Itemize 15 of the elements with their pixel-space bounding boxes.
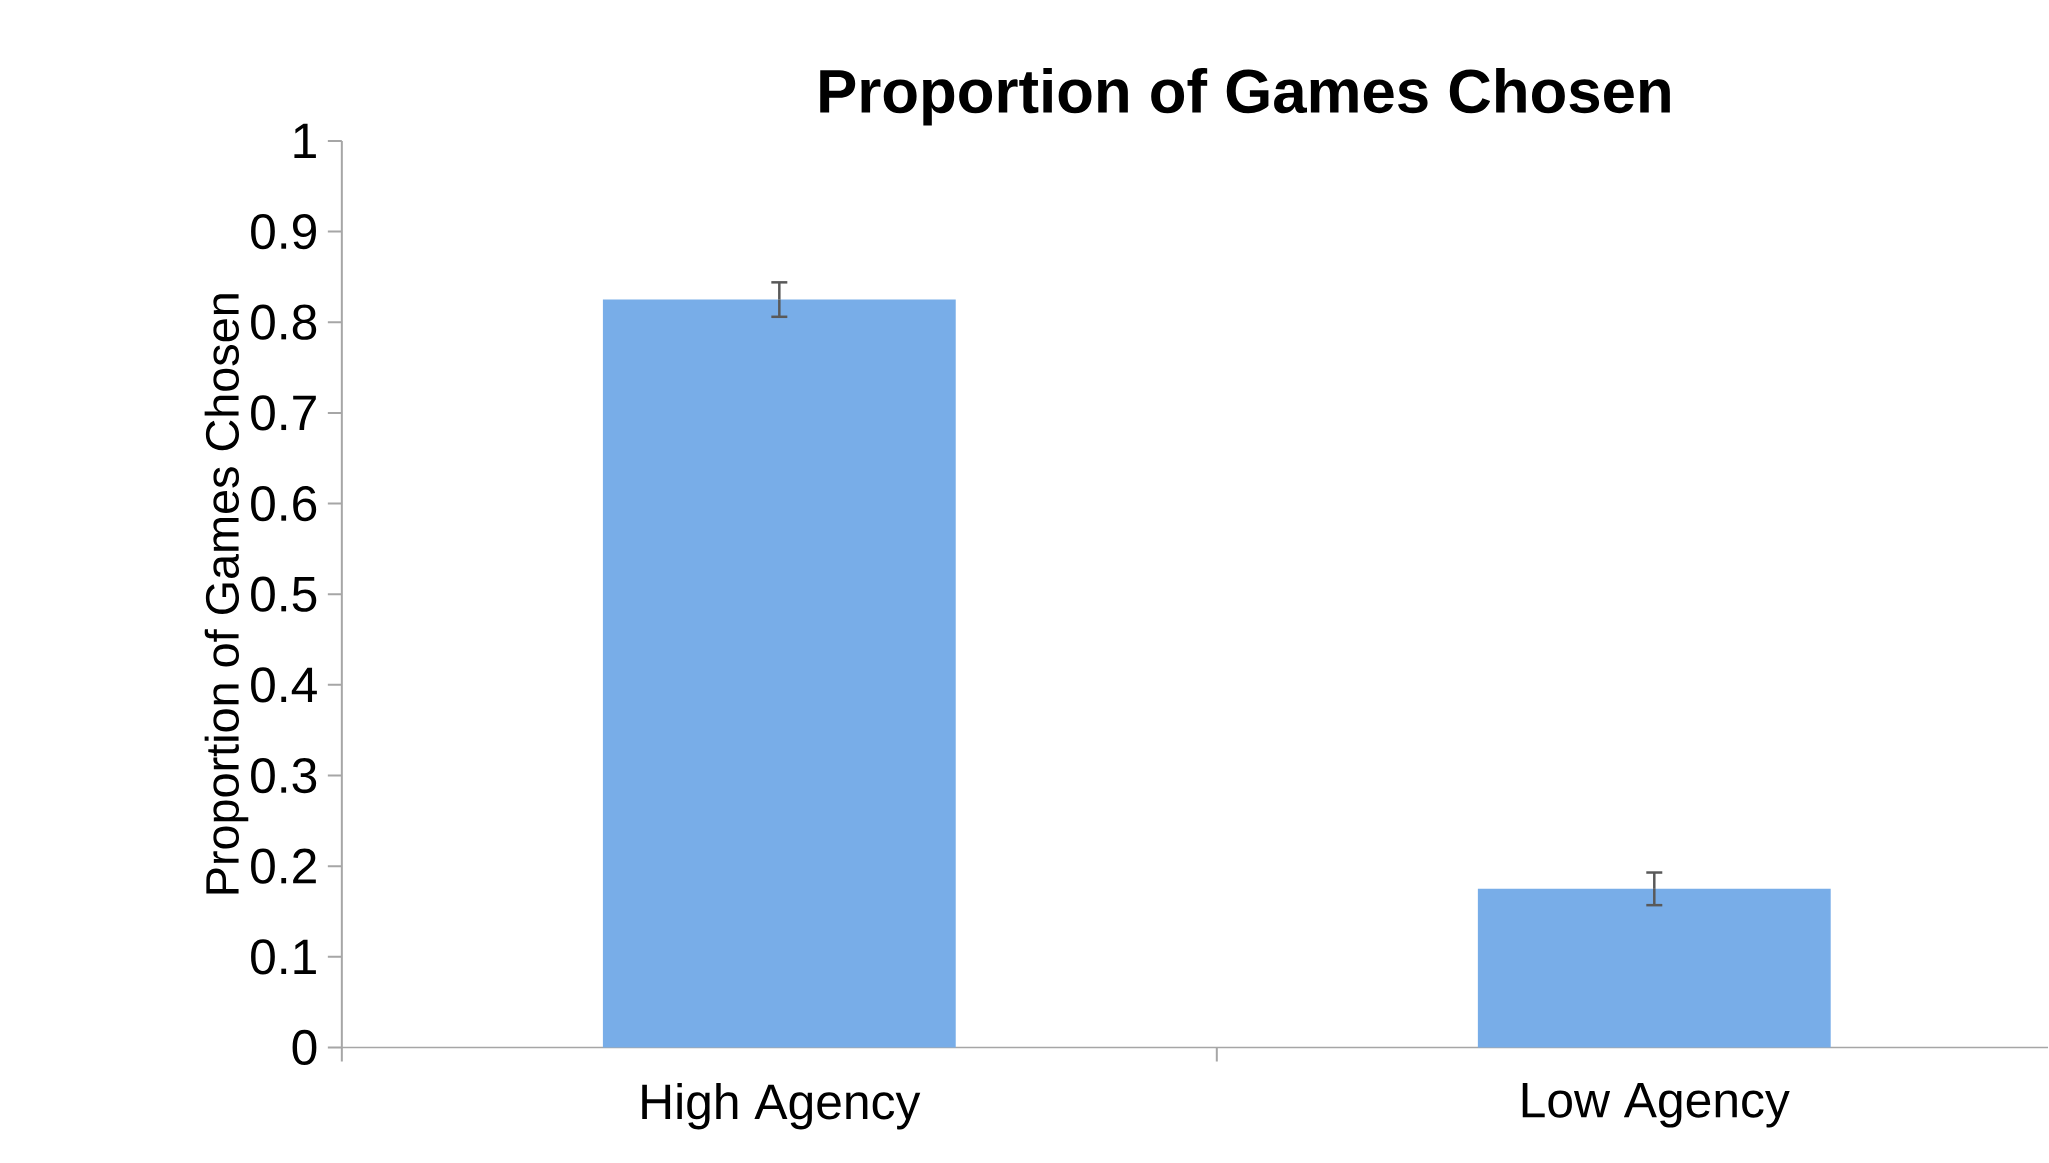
- y-tick-label: 0.7: [251, 395, 316, 431]
- y-tick-label: 0: [292, 1029, 317, 1065]
- y-tick-label: 0.8: [251, 304, 317, 340]
- x-tick-label: High Agency: [642, 1082, 921, 1130]
- x-tick-label: Low Agency: [1522, 1082, 1790, 1128]
- y-tick-label: 0.2: [251, 848, 316, 884]
- y-tick-label: 0.5: [251, 576, 317, 612]
- chart-title: Proportion of Games Chosen: [820, 67, 1670, 126]
- y-tick-label: 0.3: [251, 757, 317, 793]
- y-tick-label: 0.4: [251, 667, 317, 703]
- y-tick-label: 1: [294, 123, 316, 158]
- y-tick-label: 0.1: [251, 938, 316, 975]
- y-tick-label: 0.9: [251, 213, 316, 249]
- y-tick-label: 0.6: [251, 485, 317, 521]
- y-axis-title: Proportion of Games Chosen: [204, 294, 249, 894]
